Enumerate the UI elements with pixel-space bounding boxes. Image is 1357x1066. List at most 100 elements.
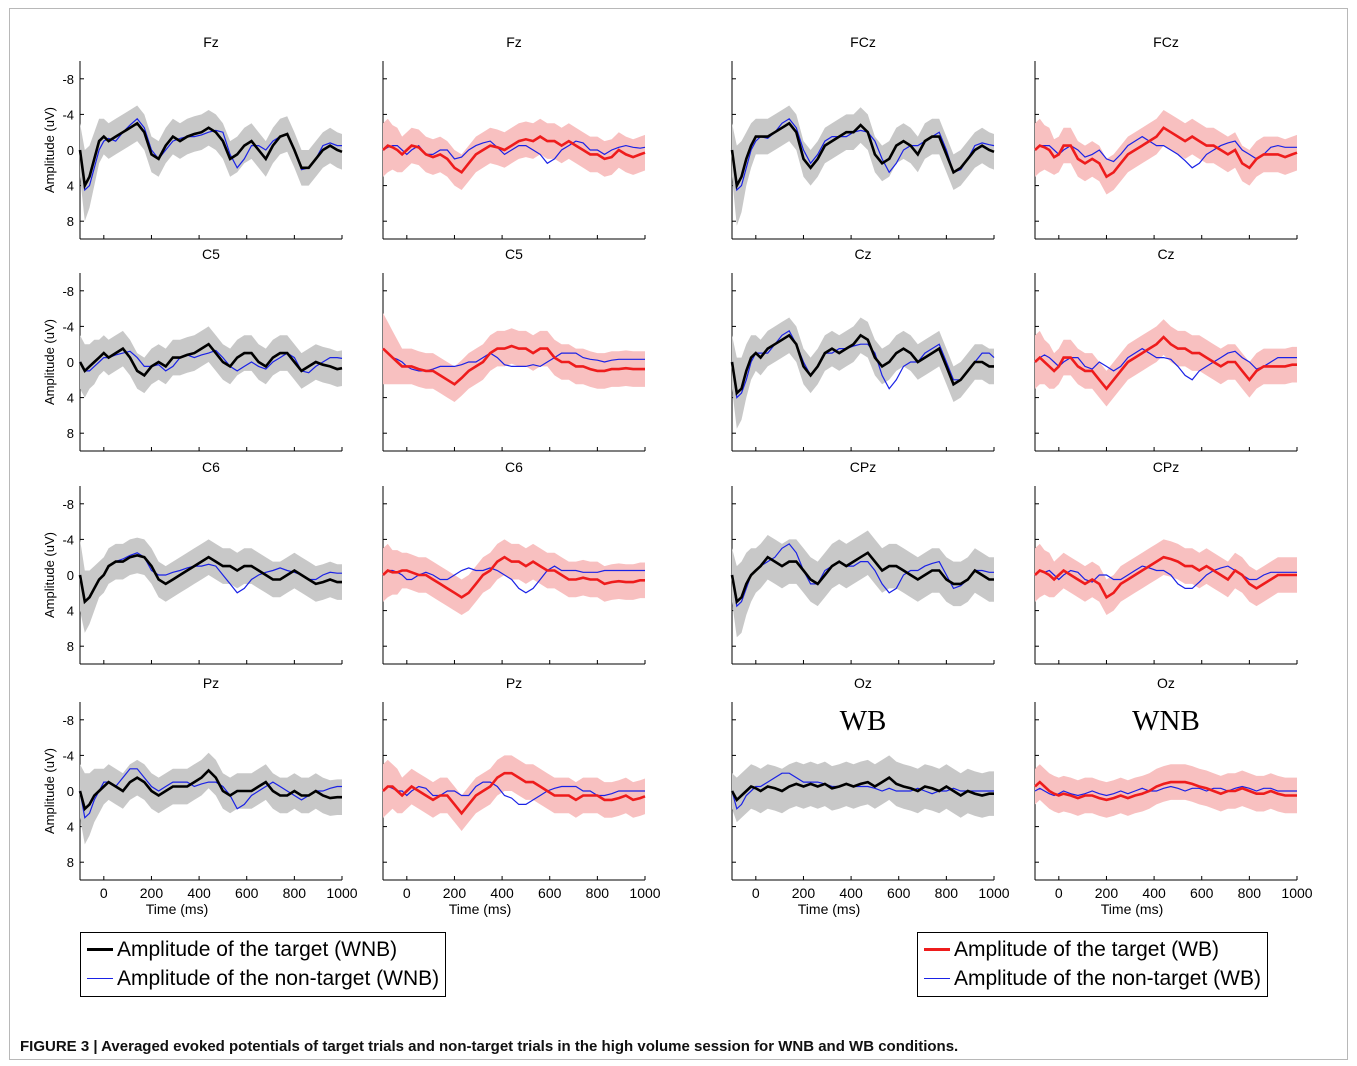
- panel-title-cz-wnb: Cz: [854, 246, 871, 262]
- legend-wnb: Amplitude of the target (WNB) Amplitude …: [80, 932, 447, 997]
- y-tick-label-pz-wnb: 0: [67, 784, 74, 799]
- band-cz-wnb: [732, 317, 994, 429]
- nontarget-line-c5-wb: [382, 348, 645, 372]
- band-fz-wb: [383, 118, 645, 190]
- panel-title-oz-wnb: Oz: [854, 675, 872, 691]
- x-tick-label-oz-wb: 400: [1142, 885, 1166, 901]
- x-tick-label-pz-wnb: 800: [283, 885, 307, 901]
- x-tick-label-oz-wnb: 200: [792, 885, 816, 901]
- x-tick-label-oz-wnb: 600: [887, 885, 911, 901]
- x-tick-label-pz-wb: 800: [586, 885, 610, 901]
- band-oz-wb: [1035, 764, 1297, 818]
- target-line-fcz-wb: [1034, 126, 1298, 179]
- evoked-potential-grid: Fz -8 -4 0 4 8 Amplitude (uV) Fz FCz FCz C5 -8 -4 0 4 8…: [42, 34, 1313, 917]
- panel-title-pz-wnb: Pz: [203, 675, 219, 691]
- panel-title-fz-wb: Fz: [506, 34, 522, 50]
- y-tick-label-fz-wnb: 8: [67, 214, 74, 229]
- target-line-fz-wb: [382, 135, 646, 175]
- y-tick-label-c5-wnb: -8: [62, 284, 74, 299]
- band-pz-wb: [383, 755, 645, 831]
- x-tick-label-oz-wb: 200: [1095, 885, 1119, 901]
- y-tick-label-c6-wnb: 4: [67, 604, 74, 619]
- target-line-c6-wb: [382, 555, 645, 599]
- target-line-fz-wnb: [78, 121, 343, 190]
- x-tick-label-oz-wnb: 400: [839, 885, 863, 901]
- y-axis-label-pz-wnb: Amplitude (uV): [42, 748, 57, 834]
- x-tick-label-oz-wb: 1000: [1281, 885, 1312, 901]
- x-axis-label-pz-wnb: Time (ms): [146, 901, 208, 917]
- band-c5-wb: [383, 313, 645, 402]
- x-tick-label-pz-wb: 400: [490, 885, 514, 901]
- nontarget-line-cz-wb: [1034, 347, 1297, 381]
- legend-wnb-target: Amplitude of the target (WNB): [87, 935, 439, 964]
- y-tick-label-c5-wnb: 4: [67, 391, 74, 406]
- x-axis-label-oz-wb: Time (ms): [1101, 901, 1163, 917]
- legend-wb: Amplitude of the target (WB) Amplitude o…: [917, 932, 1268, 997]
- band-oz-wnb: [732, 755, 994, 823]
- target-line-cpz-wnb: [730, 551, 994, 605]
- target-line-fcz-wnb: [730, 121, 995, 190]
- target-line-oz-wnb: [730, 775, 994, 803]
- figure-frame: Fz -8 -4 0 4 8 Amplitude (uV) Fz FCz FCz C5 -8 -4 0 4 8…: [9, 8, 1348, 1060]
- x-tick-label-pz-wnb: 200: [140, 885, 164, 901]
- legend-wnb-nontarget: Amplitude of the non-target (WNB): [87, 964, 439, 993]
- panel-title-pz-wb: Pz: [506, 675, 522, 691]
- condition-label-wb: WB: [840, 705, 887, 737]
- y-tick-label-c5-wnb: -4: [62, 319, 74, 334]
- x-tick-label-pz-wnb: 400: [187, 885, 211, 901]
- target-line-c5-wb: [382, 344, 645, 386]
- band-cz-wb: [1035, 319, 1297, 407]
- band-fcz-wb: [1035, 110, 1297, 195]
- x-tick-label-pz-wb: 1000: [629, 885, 660, 901]
- x-tick-label-oz-wb: 0: [1055, 885, 1063, 901]
- x-tick-label-oz-wnb: 1000: [978, 885, 1009, 901]
- y-tick-label-fz-wnb: 4: [67, 179, 74, 194]
- target-line-cz-wnb: [730, 333, 994, 396]
- nontarget-line-fcz-wb: [1034, 135, 1297, 169]
- legend-wb-target: Amplitude of the target (WB): [924, 935, 1261, 964]
- panel-title-c5-wnb: C5: [202, 246, 220, 262]
- band-c6-wnb: [80, 537, 342, 633]
- x-tick-label-pz-wnb: 600: [235, 885, 259, 901]
- panel-title-oz-wb: Oz: [1157, 675, 1175, 691]
- target-line-c6-wnb: [78, 554, 342, 605]
- target-line-pz-wb: [382, 771, 646, 816]
- nontarget-line-c6-wb: [382, 565, 645, 594]
- x-tick-label-pz-wnb: 1000: [326, 885, 357, 901]
- nontarget-line-oz-wb: [1034, 785, 1297, 797]
- target-line-oz-wb: [1034, 780, 1297, 802]
- panel-title-fcz-wb: FCz: [1153, 34, 1179, 50]
- panel-title-cz-wb: Cz: [1157, 246, 1174, 262]
- band-c5-wnb: [80, 326, 342, 398]
- y-tick-label-pz-wnb: -8: [62, 713, 74, 728]
- legend-wb-nontarget-label: Amplitude of the non-target (WB): [954, 966, 1261, 990]
- band-fz-wnb: [80, 105, 342, 222]
- y-tick-label-fz-wnb: 0: [67, 143, 74, 158]
- y-axis-label-c6-wnb: Amplitude (uV): [42, 532, 57, 618]
- target-line-cz-wb: [1034, 335, 1297, 391]
- x-tick-label-oz-wnb: 800: [935, 885, 959, 901]
- x-tick-label-pz-wb: 200: [443, 885, 467, 901]
- band-c6-wb: [383, 539, 645, 615]
- y-axis-label-c5-wnb: Amplitude (uV): [42, 319, 57, 405]
- legend-wnb-nontarget-swatch: [87, 978, 113, 979]
- y-tick-label-pz-wnb: 8: [67, 855, 74, 870]
- x-tick-label-oz-wb: 800: [1238, 885, 1262, 901]
- panel-title-cpz-wnb: CPz: [850, 459, 876, 475]
- x-tick-label-oz-wnb: 0: [752, 885, 760, 901]
- band-cpz-wb: [1035, 539, 1297, 615]
- y-tick-label-c6-wnb: 0: [67, 568, 74, 583]
- x-tick-label-pz-wb: 0: [403, 885, 411, 901]
- legend-wb-nontarget: Amplitude of the non-target (WB): [924, 964, 1261, 993]
- y-tick-label-c6-wnb: 8: [67, 639, 74, 654]
- panel-title-fz-wnb: Fz: [203, 34, 219, 50]
- y-tick-label-c6-wnb: -4: [62, 532, 74, 547]
- y-axis-label-fz-wnb: Amplitude (uV): [42, 107, 57, 193]
- x-axis-label-pz-wb: Time (ms): [449, 901, 511, 917]
- x-tick-label-pz-wnb: 0: [100, 885, 108, 901]
- target-line-pz-wnb: [78, 768, 342, 812]
- panel-title-c6-wnb: C6: [202, 459, 220, 475]
- figure-caption: FIGURE 3 | Averaged evoked potentials of…: [20, 1038, 959, 1055]
- y-tick-label-c5-wnb: 0: [67, 355, 74, 370]
- target-line-c5-wnb: [78, 342, 343, 378]
